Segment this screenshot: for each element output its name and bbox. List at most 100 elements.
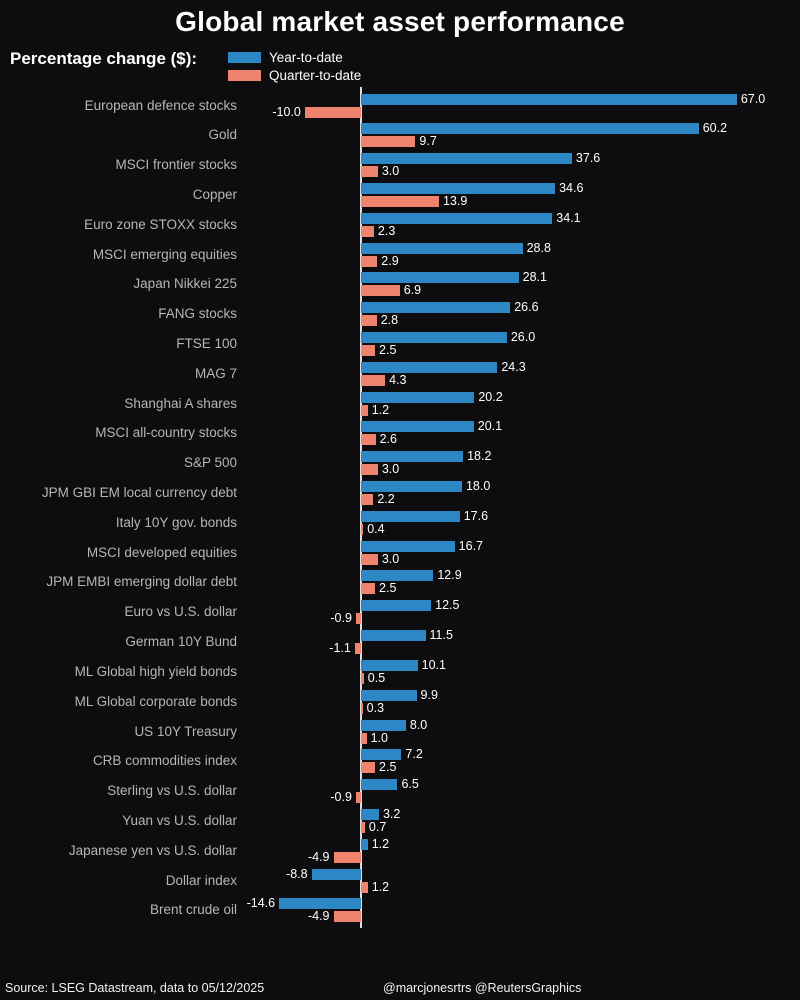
chart-title: Global market asset performance [175, 6, 625, 37]
value-label-year-to-date: 6.5 [401, 777, 419, 792]
value-label-year-to-date: 26.6 [514, 300, 539, 315]
bar-year-to-date [361, 391, 475, 403]
category-label: MSCI emerging equities [92, 246, 237, 262]
bar-quarter-to-date [354, 643, 361, 655]
value-label-quarter-to-date: -4.9 [307, 849, 330, 864]
category-label: ML Global high yield bonds [74, 663, 237, 679]
category-label: Brent crude oil [149, 902, 237, 918]
bar-year-to-date [361, 212, 553, 224]
bar-quarter-to-date [333, 911, 361, 923]
value-label-quarter-to-date: 2.6 [379, 432, 397, 447]
bar-quarter-to-date [361, 583, 376, 595]
value-label-year-to-date: 20.1 [477, 419, 503, 434]
legend-title: Percentage change ($): [10, 49, 198, 68]
category-label: US 10Y Treasury [134, 723, 237, 739]
value-label-year-to-date: 12.5 [435, 598, 460, 613]
bar-year-to-date [361, 272, 519, 284]
bar-year-to-date [361, 689, 417, 701]
category-label: S&P 500 [183, 455, 237, 471]
value-label-quarter-to-date: 3.0 [381, 462, 400, 477]
value-label-quarter-to-date: 0.4 [367, 521, 385, 536]
bar-quarter-to-date [355, 613, 361, 625]
value-label-quarter-to-date: -0.9 [330, 611, 352, 626]
value-label-quarter-to-date: 0.5 [367, 670, 386, 685]
bar-quarter-to-date [361, 702, 363, 714]
value-label-quarter-to-date: 1.0 [370, 730, 388, 745]
value-label-year-to-date: 11.5 [429, 628, 453, 643]
bar-year-to-date [279, 898, 361, 910]
legend-item-label: Year-to-date [269, 50, 343, 65]
value-label-year-to-date: 10.1 [421, 657, 446, 672]
bar-year-to-date [361, 302, 511, 314]
bar-quarter-to-date [361, 166, 378, 178]
bar-quarter-to-date [361, 344, 376, 356]
category-label: MSCI frontier stocks [115, 157, 237, 173]
category-label: Copper [192, 186, 237, 202]
value-label-year-to-date: 17.6 [463, 508, 489, 523]
category-label: JPM EMBI emerging dollar debt [46, 574, 237, 590]
bar-quarter-to-date [304, 106, 361, 118]
bar-year-to-date [361, 838, 368, 850]
qtd-swatch-icon [228, 70, 261, 81]
value-label-year-to-date: 18.0 [465, 479, 491, 494]
value-label-year-to-date: -8.8 [286, 866, 308, 881]
bar-year-to-date [361, 182, 556, 194]
value-label-quarter-to-date: 3.0 [381, 164, 400, 179]
value-label-year-to-date: 37.6 [575, 151, 601, 166]
bar-year-to-date [361, 93, 737, 105]
bar-quarter-to-date [361, 553, 378, 565]
value-label-year-to-date: 67.0 [740, 91, 766, 106]
bar-quarter-to-date [361, 195, 439, 207]
category-label: Italy 10Y gov. bonds [115, 514, 237, 530]
bar-quarter-to-date [361, 762, 376, 774]
category-label: Japan Nikkei 225 [133, 276, 237, 292]
category-label: FANG stocks [158, 306, 237, 322]
value-label-quarter-to-date: 2.5 [379, 581, 397, 596]
ytd-swatch-icon [228, 52, 261, 63]
value-label-year-to-date: 60.2 [702, 121, 728, 136]
value-label-quarter-to-date: 1.2 [371, 879, 390, 894]
bar-year-to-date [361, 123, 699, 135]
value-label-quarter-to-date: 2.9 [381, 253, 399, 268]
bar-year-to-date [311, 868, 361, 880]
value-label-quarter-to-date: -4.9 [307, 909, 330, 924]
value-label-quarter-to-date: 2.3 [377, 223, 396, 238]
bar-year-to-date [361, 540, 455, 552]
bar-year-to-date [361, 421, 474, 433]
bar-quarter-to-date [361, 672, 364, 684]
category-label: Euro vs U.S. dollar [124, 604, 237, 620]
value-label-quarter-to-date: 9.7 [419, 134, 437, 149]
source-note: Source: LSEG Datastream, data to 05/12/2… [5, 981, 265, 995]
bar-year-to-date [361, 481, 462, 493]
bar-year-to-date [361, 630, 426, 642]
value-label-year-to-date: -14.6 [246, 896, 276, 911]
category-label: JPM GBI EM local currency debt [41, 485, 237, 501]
bar-quarter-to-date [361, 255, 378, 267]
bar-quarter-to-date [361, 434, 376, 446]
value-label-quarter-to-date: 13.9 [442, 193, 468, 208]
category-label: MSCI all-country stocks [95, 425, 237, 441]
category-label: Gold [208, 127, 237, 143]
category-label: CRB commodities index [92, 753, 237, 769]
bar-year-to-date [361, 570, 434, 582]
value-label-year-to-date: 9.9 [420, 687, 438, 702]
value-label-year-to-date: 16.7 [458, 538, 484, 553]
value-label-year-to-date: 26.0 [510, 329, 536, 344]
bar-year-to-date [361, 719, 406, 731]
value-label-quarter-to-date: -10.0 [272, 104, 301, 119]
value-label-quarter-to-date: -0.9 [330, 790, 352, 805]
bar-quarter-to-date [361, 821, 365, 833]
category-label: European defence stocks [84, 97, 237, 113]
category-label: Shanghai A shares [124, 395, 237, 411]
bar-chart: European defence stocks 67.0 -10.0 Gold 60.2… [0, 87, 800, 936]
bar-quarter-to-date [361, 881, 368, 893]
bar-year-to-date [361, 600, 432, 612]
bar-quarter-to-date [361, 494, 374, 506]
bar-year-to-date [361, 808, 379, 820]
bar-quarter-to-date [355, 792, 361, 804]
bar-quarter-to-date [361, 315, 377, 327]
value-label-quarter-to-date: 2.5 [379, 760, 397, 775]
bar-quarter-to-date [361, 732, 367, 744]
bar-year-to-date [361, 451, 464, 463]
